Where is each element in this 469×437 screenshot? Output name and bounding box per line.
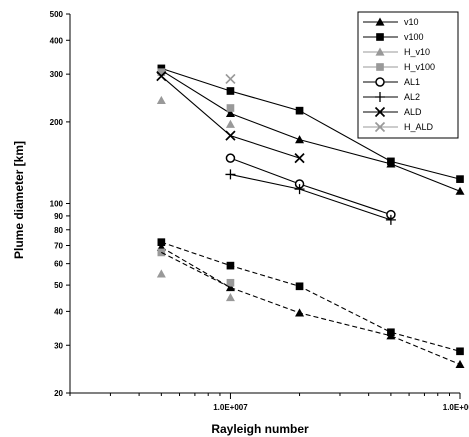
y-tick-label: 40: [54, 307, 63, 316]
y-tick-label: 300: [50, 70, 64, 79]
legend-box: [357, 11, 459, 139]
y-tick-label: 500: [50, 10, 64, 19]
legend-marker-H_v100: [376, 63, 384, 71]
x-tick-label: 1.0E+007: [213, 403, 248, 412]
data-point-unnamed-9: [157, 238, 166, 247]
y-tick-label: 100: [50, 200, 64, 209]
legend-label-v100: v100: [404, 32, 424, 42]
plot-area: 20 30 40 50 60 70 80 90 100 200 300 400 500 1.0E+007 1…: [50, 10, 469, 412]
data-point-AL2: [294, 184, 305, 195]
y-tick-label: 400: [50, 36, 64, 45]
data-point-ALD: [156, 71, 167, 82]
y-tick-label: 20: [54, 389, 63, 398]
series-line-unnamed-8: [161, 246, 461, 365]
data-point-AL2: [225, 169, 236, 180]
y-tick-label: 200: [50, 118, 64, 127]
data-point-H_ALD: [225, 73, 236, 85]
legend-label-H_v10: H_v10: [404, 47, 430, 57]
data-point-H_v10: [156, 95, 166, 105]
y-tick-label: 70: [54, 241, 63, 250]
y-tick-label: 50: [54, 281, 63, 290]
data-point-v10: [295, 135, 305, 144]
data-point-unnamed-9: [295, 282, 304, 291]
legend-marker-AL1: [375, 77, 385, 87]
data-point-AL1: [225, 153, 236, 163]
legend-marker-ALD: [374, 106, 386, 118]
y-tick-label: 30: [54, 341, 63, 350]
data-point-ALD: [225, 130, 236, 141]
data-point-H_v10: [225, 119, 235, 128]
data-point-v10: [225, 108, 235, 117]
legend-label-AL1: AL1: [404, 77, 420, 87]
data-point-unnamed-8: [455, 359, 465, 368]
data-point-v100: [226, 87, 235, 95]
data-point-unnamed-9: [226, 261, 235, 270]
legend-label-H_ALD: H_ALD: [404, 122, 434, 132]
series-line-unnamed-9: [161, 241, 461, 352]
data-point-H_v100: [226, 104, 235, 112]
legend-marker-H_v10: [375, 47, 385, 56]
x-axis-label: Rayleigh number: [211, 422, 309, 436]
legend-label-H_v100: H_v100: [404, 62, 435, 72]
data-point-v100: [387, 157, 395, 166]
legend-marker-AL2: [375, 92, 385, 102]
y-tick-label: 80: [54, 226, 63, 235]
series-line-AL1: [230, 157, 392, 216]
legend-marker-v100: [376, 33, 384, 41]
data-point-v100: [295, 106, 304, 115]
legend: v10 v100 H_v10 H_v100 AL1 AL2 ALD H_ALD: [357, 11, 459, 139]
data-point-unnamed-10: [156, 269, 166, 278]
data-point-unnamed-10: [225, 293, 235, 302]
y-tick-label: 90: [54, 212, 63, 221]
legend-label-v10: v10: [404, 17, 419, 27]
data-point-v10: [455, 186, 465, 195]
x-tick-label: 1.0E+008: [443, 403, 469, 412]
data-point-unnamed-9: [456, 347, 464, 356]
data-point-ALD: [294, 153, 305, 164]
data-point-unnamed-8: [225, 282, 235, 292]
data-point-unnamed-8: [295, 308, 305, 317]
legend-label-ALD: ALD: [404, 107, 422, 117]
data-point-AL2: [385, 214, 396, 225]
legend-marker-v10: [375, 17, 385, 26]
data-point-unnamed-9: [387, 328, 395, 337]
data-point-unnamed-11: [226, 278, 235, 287]
data-point-H_v100: [157, 68, 166, 77]
y-axis-label: Plume diameter [km]: [12, 141, 26, 259]
y-tick-label: 60: [54, 260, 63, 269]
series-line-unnamed-12: [161, 251, 231, 288]
series-line-AL2: [230, 173, 392, 221]
legend-label-AL2: AL2: [404, 92, 420, 102]
legend-marker-H_ALD: [374, 121, 386, 133]
data-point-v100: [456, 175, 464, 183]
